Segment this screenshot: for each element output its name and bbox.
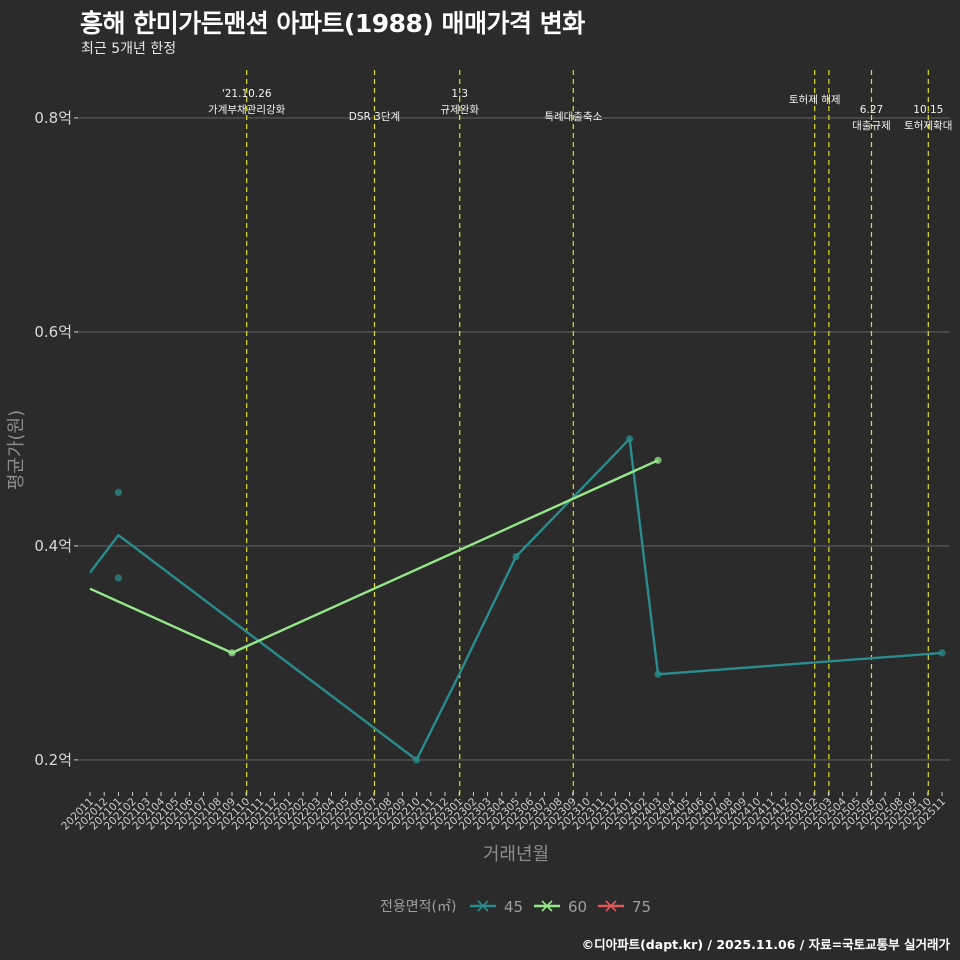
y-tick-label: 0.6억 xyxy=(34,323,72,341)
y-axis-label: 평균가(원) xyxy=(6,410,27,490)
data-point-60 xyxy=(228,649,236,657)
data-point-45 xyxy=(938,649,946,657)
data-point-45 xyxy=(626,435,634,443)
event-annotation-text: 대출규제 xyxy=(852,120,891,132)
event-annotation-text: 토허제확대 xyxy=(904,119,952,132)
legend-title: 전용면적(㎡) xyxy=(380,899,456,915)
source-caption: ©디아파트(dapt.kr) / 2025.11.06 / 자료=국토교통부 실… xyxy=(581,937,950,952)
chart-title: 흥해 한미가든맨션 아파트(1988) 매매가격 변화 xyxy=(80,9,585,38)
y-axis-ticks: 0.2억 0.4억 0.6억 0.8억 xyxy=(34,109,78,769)
legend: 전용면적(㎡) 45 60 75 xyxy=(380,898,651,916)
event-annotation-text: DSR 3단계 xyxy=(349,111,400,123)
data-point-45 xyxy=(114,488,122,496)
x-axis-label: 거래년월 xyxy=(483,844,549,865)
data-point-45 xyxy=(413,756,421,764)
y-tick-label: 0.4억 xyxy=(34,537,72,555)
event-annotation-text: 10.15 xyxy=(913,104,943,116)
event-annotation-text: 가계부채관리강화 xyxy=(208,104,286,116)
legend-item-60: 60 xyxy=(534,898,587,916)
legend-label: 75 xyxy=(632,898,651,916)
data-point-45 xyxy=(512,553,520,561)
data-point-45 xyxy=(654,670,662,678)
grid-lines xyxy=(78,117,950,761)
event-annotation-text: 토허제 해제 xyxy=(789,93,841,106)
chart-subtitle: 최근 5개년 한정 xyxy=(81,41,177,57)
event-lines xyxy=(246,70,929,800)
series-layer xyxy=(89,435,946,764)
data-point-60 xyxy=(654,456,662,464)
series-line-45 xyxy=(89,437,943,762)
data-point-45 xyxy=(114,574,122,582)
legend-key-marker xyxy=(477,900,489,912)
legend-item-75: 75 xyxy=(598,898,651,916)
legend-key-marker xyxy=(541,900,553,912)
event-annotation-text: 6.27 xyxy=(860,104,883,116)
event-annotation-text: 특례대출축소 xyxy=(544,111,602,123)
event-annotation-text: '21.10.26 xyxy=(222,88,272,100)
legend-item-45: 45 xyxy=(470,898,523,916)
legend-label: 45 xyxy=(504,898,523,916)
event-annotation-text: 1.3 xyxy=(451,88,468,100)
y-tick-label: 0.2억 xyxy=(34,751,72,769)
x-axis-ticks: 2020112020122021012021022021032021042021… xyxy=(59,792,948,832)
legend-key-marker xyxy=(605,900,617,912)
event-annotation-text: 규제완화 xyxy=(440,103,479,116)
legend-label: 60 xyxy=(568,898,587,916)
y-tick-label: 0.8억 xyxy=(34,109,72,127)
